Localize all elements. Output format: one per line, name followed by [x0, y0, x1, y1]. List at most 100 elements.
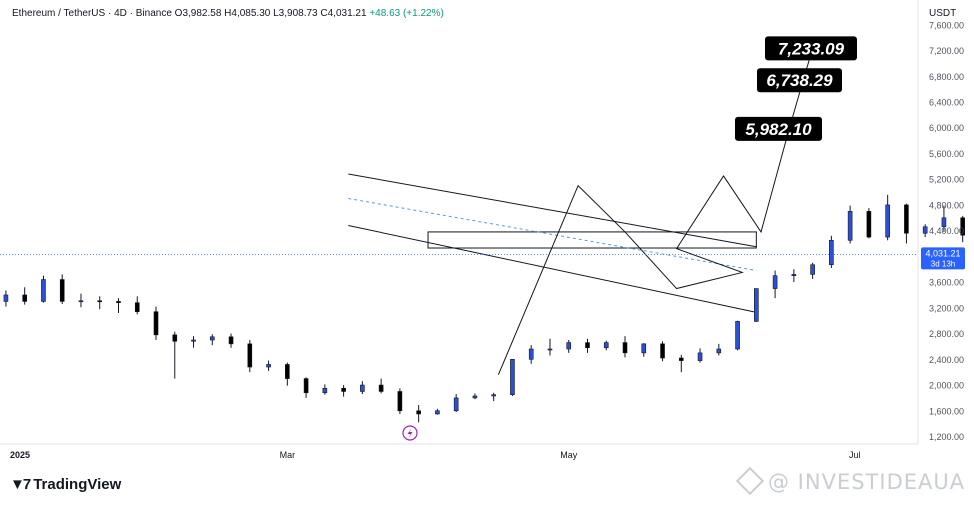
- candle-body: [829, 239, 834, 266]
- candle[interactable]: [266, 360, 271, 371]
- candle-body: [435, 410, 440, 415]
- target-label-box[interactable]: [757, 68, 842, 93]
- candle[interactable]: [603, 340, 609, 351]
- candle-body: [735, 321, 740, 350]
- candle[interactable]: [866, 208, 872, 239]
- candle[interactable]: [810, 262, 815, 279]
- y-tick-label: 3,200.00: [929, 303, 964, 313]
- candle[interactable]: [472, 393, 478, 400]
- projected-path[interactable]: [497, 48, 814, 375]
- candle[interactable]: [678, 354, 684, 373]
- candle-body: [41, 279, 46, 302]
- candle[interactable]: [791, 269, 797, 283]
- y-tick-label: 6,400.00: [929, 97, 964, 107]
- candle[interactable]: [191, 336, 196, 348]
- lightning-icon-bolt: [407, 428, 413, 439]
- candle[interactable]: [772, 270, 778, 299]
- candle[interactable]: [960, 215, 965, 243]
- candle-body: [134, 302, 140, 312]
- candle-body: [378, 384, 384, 392]
- candle[interactable]: [209, 334, 215, 346]
- candle[interactable]: [322, 384, 328, 395]
- candle-body: [791, 274, 797, 276]
- channel-mid-line[interactable]: [348, 197, 757, 272]
- candle[interactable]: [754, 288, 759, 322]
- candle[interactable]: [885, 194, 890, 241]
- candle[interactable]: [491, 392, 496, 402]
- target-label: 5,982.10: [745, 120, 812, 139]
- candle[interactable]: [435, 408, 440, 415]
- watermark-diamond-icon: [735, 466, 765, 496]
- candle-body: [603, 342, 609, 349]
- candle-body: [641, 343, 647, 354]
- candle[interactable]: [134, 296, 140, 315]
- target-label-box[interactable]: [765, 36, 857, 61]
- candle[interactable]: [510, 359, 515, 396]
- candle[interactable]: [829, 235, 834, 268]
- candle[interactable]: [78, 293, 84, 308]
- candle[interactable]: [41, 275, 46, 303]
- candle-body: [810, 264, 815, 275]
- candle[interactable]: [59, 274, 65, 304]
- candle[interactable]: [660, 341, 665, 362]
- target-label-box[interactable]: [735, 116, 822, 141]
- candle[interactable]: [360, 381, 365, 395]
- x-tick-label: Jul: [849, 450, 861, 460]
- candle[interactable]: [716, 343, 722, 356]
- candle[interactable]: [735, 320, 740, 351]
- candle[interactable]: [416, 404, 421, 423]
- candle[interactable]: [378, 378, 384, 394]
- candle[interactable]: [172, 331, 178, 379]
- current-price-label: 4,031.21: [925, 248, 960, 258]
- ohlc-close: C4,031.21: [320, 8, 367, 19]
- candle[interactable]: [303, 377, 309, 398]
- candle[interactable]: [341, 385, 346, 397]
- watermark-text: @ INVESTIDEAUA: [768, 470, 966, 494]
- candle[interactable]: [904, 203, 909, 244]
- chart-header: Ethereum / TetherUS · 4D · Binance O3,98…: [12, 8, 444, 19]
- candle-body: [22, 294, 27, 302]
- candle-body: [172, 334, 178, 342]
- candle[interactable]: [847, 205, 853, 244]
- candle[interactable]: [922, 224, 928, 238]
- candle[interactable]: [3, 290, 9, 307]
- tradingview-logo[interactable]: ▼7 TradingView: [10, 476, 121, 493]
- candle[interactable]: [941, 205, 947, 232]
- currency-unit[interactable]: USDT: [929, 8, 957, 19]
- candle[interactable]: [228, 333, 234, 348]
- candle-body: [360, 384, 365, 392]
- candle[interactable]: [116, 298, 121, 313]
- candle[interactable]: [547, 338, 553, 356]
- candle[interactable]: [453, 394, 459, 413]
- candle[interactable]: [641, 343, 647, 357]
- candle[interactable]: [585, 338, 590, 353]
- y-tick-label: 3,600.00: [929, 278, 964, 288]
- candle[interactable]: [97, 296, 103, 310]
- channel-upper-line[interactable]: [348, 173, 757, 248]
- channel-lower-line[interactable]: [348, 225, 757, 313]
- candle[interactable]: [566, 340, 572, 353]
- lightning-icon[interactable]: [402, 425, 418, 441]
- y-tick-label: 6,800.00: [929, 72, 964, 82]
- ohlc-high: H4,085.30: [224, 8, 271, 19]
- candle-body: [303, 378, 309, 394]
- candle[interactable]: [397, 388, 403, 414]
- candle[interactable]: [22, 287, 27, 305]
- author-watermark: @ INVESTIDEAUA: [735, 466, 966, 496]
- candle-body: [678, 357, 684, 361]
- candle[interactable]: [622, 336, 628, 358]
- candle-body: [209, 336, 215, 341]
- candle[interactable]: [285, 362, 290, 386]
- candle-body: [341, 387, 346, 392]
- target-label: 7,233.09: [778, 39, 845, 58]
- candle[interactable]: [528, 345, 534, 364]
- candle[interactable]: [153, 306, 159, 341]
- candle[interactable]: [247, 340, 253, 373]
- y-tick-label: 4,800.00: [929, 200, 964, 210]
- candle-body: [266, 364, 271, 368]
- candle-body: [754, 288, 759, 322]
- resistance-box[interactable]: [427, 231, 757, 249]
- candle-body: [78, 300, 84, 303]
- candle[interactable]: [697, 348, 703, 363]
